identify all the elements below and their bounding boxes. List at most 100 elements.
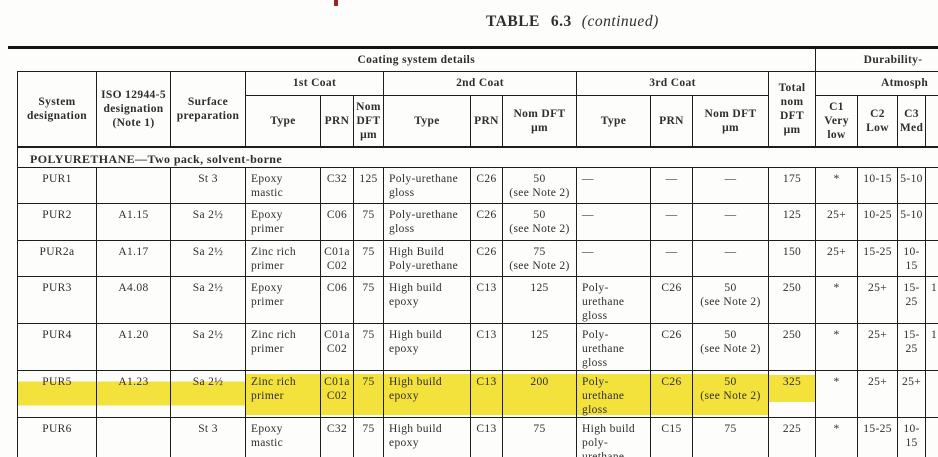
cell: 50 (see Note 2) [502,203,577,241]
cell: C13 [470,276,503,325]
col-header-total-dft: Total nom DFT μm [767,70,817,148]
cell: — [692,166,769,205]
cell: 75 [502,417,577,457]
cell: Sa 2½ [170,323,246,372]
cell: 200 [502,370,577,419]
top-rule [8,46,938,49]
col-header-2nd-coat: 2nd Coat [383,70,577,96]
cell: — [576,203,651,241]
cell: 125 [767,203,817,241]
table-row: PUR5 A1.23 Sa 2½ Zinc rich primer C01a C02 75… [17,370,938,419]
cell: C26 [470,239,503,278]
cell: * [815,323,859,372]
cell: C26 [470,203,503,241]
cell: High build epoxy [383,370,471,419]
cell: 250 [767,276,817,325]
table-label: TABLE [486,13,540,30]
cell: High build epoxy [383,417,471,457]
cell [925,370,938,419]
cell: C26 [650,276,693,325]
cell: C13 [470,417,503,457]
cell: PUR1 [17,166,97,205]
cell: Poly-urethane gloss [383,166,471,205]
cell: High Build Poly-urethane [383,239,471,278]
cell: 25+ [815,203,859,241]
cell: Epoxy mastic [245,417,321,457]
cell: 50 (see Note 2) [502,166,577,205]
cell: Poly-urethane gloss [576,370,651,419]
cell: — [650,166,693,205]
cell: 15-25 [897,323,927,372]
cell: High build epoxy [383,276,471,325]
cell: C15 [650,417,693,457]
col-header-dft-3: Nom DFT μm [692,94,769,148]
cell: 75 [353,370,384,419]
cell: St 3 [170,417,246,457]
cell: 250 [767,323,817,372]
cell: 175 [767,166,817,205]
cell: C06 [320,276,354,325]
cell: * [815,166,859,205]
cell [925,203,938,241]
cell: C01a C02 [320,239,354,278]
col-header-clipped [925,94,938,148]
cell: 75 (see Note 2) [502,239,577,278]
col-header-system-designation: System designation [17,70,97,148]
col-header-dft-1: Nom DFT μm [353,94,384,148]
cell: — [576,166,651,205]
cell: 25+ [857,370,899,419]
cell: 325 [767,370,817,419]
cell: C32 [320,417,354,457]
table-number: 6.3 [550,13,572,30]
table-row: PUR6 St 3 Epoxy mastic C32 75 High build epox… [17,417,938,457]
col-header-surface-preparation: Surface preparation [170,70,246,148]
cell: 25+ [815,239,859,278]
cell: 25+ [897,370,927,419]
header-group-row: Coating system details Durability- [17,49,938,72]
cell: PUR3 [17,276,97,325]
table-body: POLYURETHANE—Two pack, solvent-borne PUR… [16,146,938,457]
cell: PUR4 [17,323,97,372]
cell: A1.17 [96,239,171,278]
cell: C26 [650,370,693,419]
cell: 75 [353,276,384,325]
col-header-1st-coat: 1st Coat [245,70,384,96]
cell: A1.23 [96,370,171,419]
cell: C13 [470,370,503,419]
cell: Zinc rich primer [245,370,321,419]
cell: * [815,417,859,457]
cell: Sa 2½ [170,370,246,419]
cell: 1 [925,276,938,325]
cell: 10-15 [857,166,899,205]
cell: 50 (see Note 2) [692,276,769,325]
col-header-c2: C2 Low [857,94,899,148]
cell [925,239,938,278]
cell: C13 [470,323,503,372]
section-title: POLYURETHANE—Two pack, solvent-borne [16,146,938,168]
cell: C01a C02 [320,323,354,372]
cell: — [692,203,769,241]
cell: 125 [502,323,577,372]
section-header-row: POLYURETHANE—Two pack, solvent-borne [16,146,938,168]
cell: C26 [650,323,693,372]
header-durability: Durability- [815,49,938,72]
cell [96,166,171,205]
coating-systems-table: Coating system details Durability- Syste… [16,49,938,457]
col-header-prn-3: PRN [650,94,693,148]
cell: 1 [925,323,938,372]
cell: — [576,239,651,278]
header-coat-row: System designation ISO 12944-5 designati… [17,70,938,148]
cell: 5-10 [897,166,927,205]
cell: — [650,203,693,241]
cell: * [815,276,859,325]
cell: 25+ [857,276,899,325]
cell: 15-25 [857,417,899,457]
cell: 75 [353,203,384,241]
cell: PUR2 [17,203,97,241]
cell: 50 (see Note 2) [692,323,769,372]
col-header-iso-designation: ISO 12944-5 designation (Note 1) [96,70,171,148]
table-row: PUR2 A1.15 Sa 2½ Epoxy primer C06 75 Poly-uret… [17,203,938,241]
cell [96,417,171,457]
table-row: PUR3 A4.08 Sa 2½ Epoxy primer C06 75 High buil… [17,276,938,325]
